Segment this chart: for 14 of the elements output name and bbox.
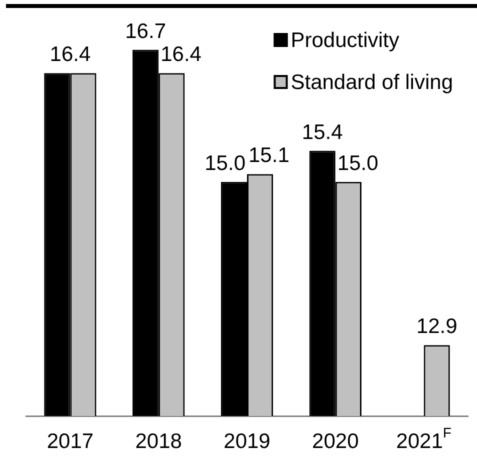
x-tick-label: 2019: [224, 430, 270, 453]
legend-label: Standard of living: [290, 70, 454, 94]
data-label: 16.4: [50, 43, 91, 66]
data-label: 15.1: [248, 144, 290, 168]
data-label: 15.4: [302, 120, 344, 144]
data-label: 15.0: [204, 152, 246, 175]
data-label: 12.9: [416, 315, 458, 338]
data-label: 15.0: [337, 152, 378, 175]
x-tick-label: 2017: [46, 430, 94, 453]
data-label: 16.7: [125, 20, 166, 43]
data-label: 16.4: [160, 43, 202, 66]
x-tick-label: 2020: [312, 430, 359, 453]
x-tick-label: 2018: [135, 430, 182, 453]
legend-label: Productivity: [290, 28, 400, 52]
